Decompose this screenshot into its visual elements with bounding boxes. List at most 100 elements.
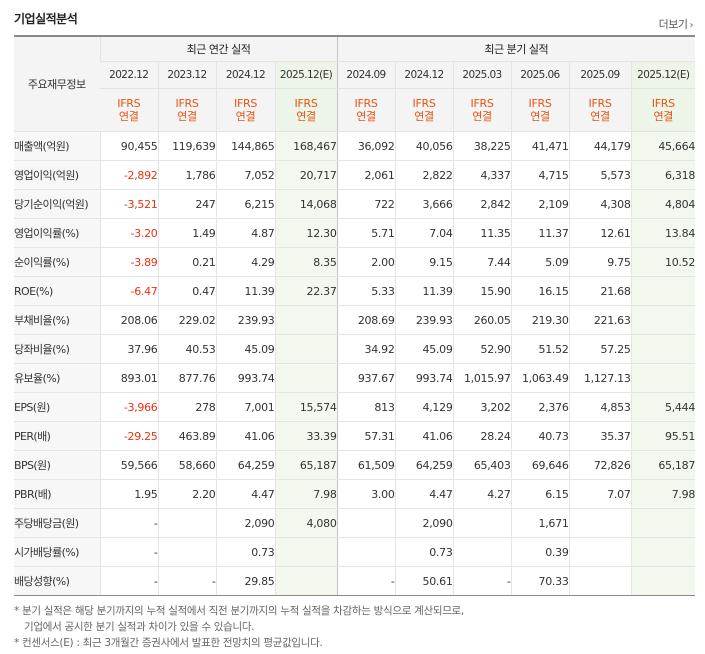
value-cell: 59,566 — [99, 450, 158, 480]
value-cell: 2.20 — [157, 479, 216, 509]
table-row: 시가배당률(%) - 0.73 0.73 0.39 — [14, 537, 696, 567]
value-cell: 22.37 — [274, 276, 338, 306]
value-cell: 6,215 — [215, 189, 275, 219]
consolidated-label: 연결 — [653, 110, 674, 123]
table-row: 부채비율(%) 208.06 229.02 239.93 208.69 239.93 260… — [14, 305, 696, 335]
period-header: 2022.12 — [100, 61, 158, 89]
value-cell — [336, 508, 396, 538]
value-cell: 35.37 — [568, 421, 632, 451]
row-label: 주당배당금(원) — [14, 508, 100, 538]
value-cell — [274, 305, 338, 335]
value-cell: 3,666 — [394, 189, 454, 219]
footnote-2: * 컨센서스(E) : 최근 3개월간 증권사에서 발표한 전망치의 평균값입니… — [14, 637, 323, 649]
table-row: 매출액(억원) 90,455 119,639 144,865 168,467 36,092… — [14, 131, 695, 161]
value-cell — [630, 276, 696, 306]
value-cell — [452, 508, 512, 538]
value-cell: 4.29 — [215, 247, 275, 277]
row-label: 배당성향(%) — [14, 566, 100, 596]
row-label: BPS(원) — [14, 450, 100, 480]
value-cell: -3.20 — [99, 218, 158, 248]
value-cell: 69,646 — [510, 450, 570, 480]
period-header: 2024.12 — [215, 61, 275, 89]
table-row: PER(배) -29.25 463.89 41.06 33.39 57.31 41.06 28… — [14, 421, 695, 451]
row-label: EPS(원) — [14, 392, 100, 422]
value-cell: 1,786 — [157, 160, 216, 190]
value-cell: 11.39 — [215, 276, 275, 306]
value-cell: 72,826 — [568, 450, 632, 480]
row-label: PBR(배) — [14, 479, 100, 509]
ifrs-label: IFRS — [470, 97, 494, 110]
footnote-1-line-1: * 분기 실적은 해당 분기까지의 누적 실적에서 직전 분기까지의 누적 실적… — [14, 605, 464, 617]
value-cell: 278 — [157, 392, 216, 422]
value-cell: 33.39 — [274, 421, 338, 451]
value-cell: 61,509 — [336, 450, 396, 480]
value-cell: 208.69 — [336, 305, 396, 335]
value-cell — [157, 537, 216, 567]
value-cell: 11.39 — [394, 276, 454, 306]
value-cell: 2,842 — [452, 189, 512, 219]
row-label: PER(배) — [14, 421, 100, 451]
value-cell: 260.05 — [452, 305, 512, 335]
value-cell: 208.06 — [99, 305, 158, 335]
value-cell: 34.92 — [336, 334, 396, 364]
value-cell: -3,966 — [99, 392, 158, 422]
value-cell: 45.09 — [394, 334, 454, 364]
value-cell: 2,090 — [394, 508, 454, 538]
value-cell: 5,573 — [568, 160, 632, 190]
table-row: PBR(배) 1.95 2.20 4.47 7.98 3.00 4.47 4.27 6.15 7.… — [14, 479, 695, 509]
value-cell: 1,063.49 — [510, 363, 570, 393]
value-cell — [274, 537, 338, 567]
value-cell: - — [99, 508, 158, 538]
ifrs-label: IFRS — [117, 97, 141, 110]
value-cell: 13.84 — [630, 218, 695, 248]
value-cell: 893.01 — [99, 363, 158, 393]
value-cell: 221.63 — [568, 305, 632, 335]
value-cell: 4,308 — [568, 189, 632, 219]
consolidated-label: 연결 — [235, 110, 256, 123]
table-row: EPS(원) -3,966 278 7,001 15,574 813 4,129 3,202 2… — [14, 392, 695, 422]
value-cell: - — [157, 566, 216, 596]
more-link[interactable]: 더보기 › — [659, 16, 694, 32]
section-title: 기업실적분석 — [14, 12, 78, 26]
value-cell: 3.00 — [336, 479, 396, 509]
row-label: 당좌비율(%) — [14, 334, 100, 364]
value-cell: 12.30 — [274, 218, 338, 248]
ifrs-label: IFRS — [234, 97, 257, 110]
period-header: 2023.12 — [157, 61, 216, 89]
value-cell: 41.06 — [394, 421, 454, 451]
ifrs-header: IFRS 연결 — [215, 88, 275, 132]
value-cell: 5,444 — [630, 392, 695, 422]
period-header: 2025.09 — [568, 61, 632, 89]
value-cell: 119,639 — [157, 131, 216, 161]
value-cell — [452, 537, 512, 567]
value-cell: 20,717 — [274, 160, 338, 190]
ifrs-label: IFRS — [175, 97, 199, 110]
table-row: ROE(%) -6.47 0.47 11.39 22.37 5.33 11.39 15.90 1… — [14, 276, 696, 306]
value-cell: 58,660 — [157, 450, 216, 480]
value-cell: 247 — [157, 189, 216, 219]
row-label: 유보율(%) — [14, 363, 100, 393]
value-cell — [630, 305, 696, 335]
value-cell — [630, 537, 696, 567]
value-cell — [630, 566, 696, 596]
value-cell: 7.98 — [630, 479, 695, 509]
table-row: 영업이익(억원) -2,892 1,786 7,052 20,717 2,061 2,822… — [14, 160, 695, 190]
value-cell — [630, 363, 696, 393]
value-cell: 10.52 — [630, 247, 695, 277]
value-cell: 2,376 — [510, 392, 570, 422]
period-header: 2025.12(E) — [630, 61, 696, 89]
value-cell: 1,015.97 — [452, 363, 512, 393]
ifrs-label: IFRS — [412, 97, 436, 110]
value-cell: 44,179 — [568, 131, 632, 161]
value-cell: 2,822 — [394, 160, 454, 190]
table-row: 유보율(%) 893.01 877.76 993.74 937.67 993.74 1,01… — [14, 363, 696, 393]
value-cell — [274, 566, 338, 596]
value-cell: 40,056 — [394, 131, 454, 161]
value-cell: 4.27 — [452, 479, 512, 509]
value-cell — [568, 566, 632, 596]
value-cell — [568, 508, 632, 538]
value-cell: 11.37 — [510, 218, 570, 248]
value-cell: 3,202 — [452, 392, 512, 422]
row-label: 매출액(억원) — [14, 131, 100, 161]
value-cell: 0.47 — [157, 276, 216, 306]
